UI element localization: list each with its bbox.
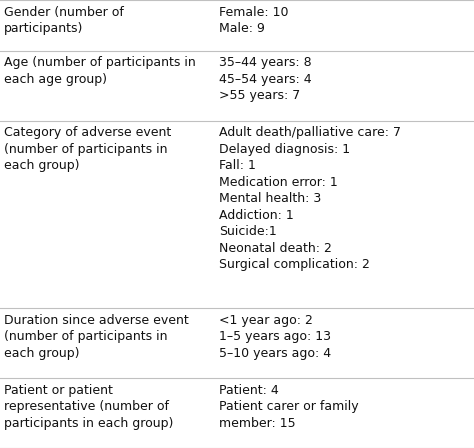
Text: Patient or patient
representative (number of
participants in each group): Patient or patient representative (numbe… (4, 383, 173, 430)
Text: Category of adverse event
(number of participants in
each group): Category of adverse event (number of par… (4, 126, 171, 172)
Text: Age (number of participants in
each age group): Age (number of participants in each age … (4, 56, 196, 86)
Text: <1 year ago: 2
1–5 years ago: 13
5–10 years ago: 4: <1 year ago: 2 1–5 years ago: 13 5–10 ye… (219, 314, 331, 360)
Text: Adult death/palliative care: 7
Delayed diagnosis: 1
Fall: 1
Medication error: 1
: Adult death/palliative care: 7 Delayed d… (219, 126, 401, 271)
Text: Duration since adverse event
(number of participants in
each group): Duration since adverse event (number of … (4, 314, 189, 360)
Text: 35–44 years: 8
45–54 years: 4
>55 years: 7: 35–44 years: 8 45–54 years: 4 >55 years:… (219, 56, 311, 102)
Text: Female: 10
Male: 9: Female: 10 Male: 9 (219, 6, 289, 35)
Text: Patient: 4
Patient carer or family
member: 15: Patient: 4 Patient carer or family membe… (219, 383, 359, 430)
Text: Gender (number of
participants): Gender (number of participants) (4, 6, 124, 35)
